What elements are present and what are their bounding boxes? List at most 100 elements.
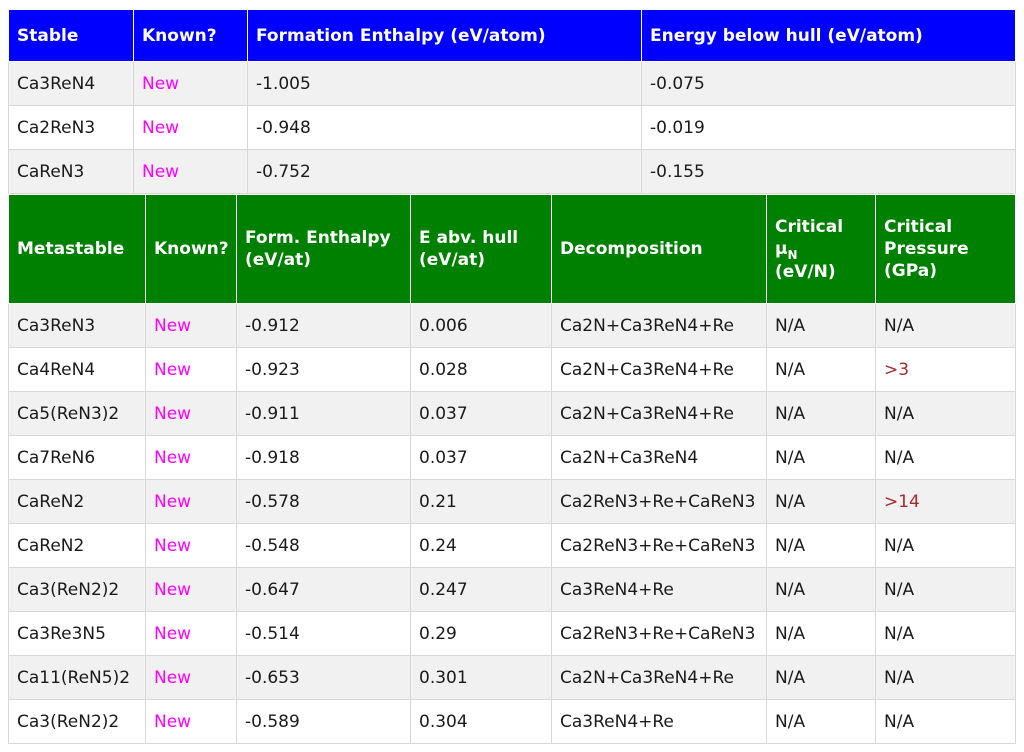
e-above-hull-cell: 0.247 xyxy=(410,567,552,612)
critical-mu-cell: N/A xyxy=(766,391,876,436)
metastable-table-body: Ca3ReN3 New -0.912 0.006 Ca2N+Ca3ReN4+Re N/A N… xyxy=(8,303,1016,744)
metastable-header-known: Known? xyxy=(145,194,237,304)
compound-cell: Ca3Re3N5 xyxy=(8,611,146,656)
table-row: Ca3Re3N5 New -0.514 0.29 Ca2ReN3+Re+CaReN3 N/… xyxy=(8,611,1016,656)
form-enthalpy-cell: -0.653 xyxy=(236,655,411,700)
form-enthalpy-cell: -0.514 xyxy=(236,611,411,656)
known-status-cell: New xyxy=(145,391,237,436)
e-above-hull-cell: 0.29 xyxy=(410,611,552,656)
decomposition-cell: Ca3ReN4+Re xyxy=(551,567,767,612)
stable-header-compound: Stable xyxy=(8,9,134,62)
known-status-cell: New xyxy=(145,523,237,568)
critical-pressure-cell: N/A xyxy=(875,655,1016,700)
form-enthalpy-cell: -0.912 xyxy=(236,303,411,348)
form-enthalpy-cell: -0.589 xyxy=(236,699,411,744)
stable-table-body: Ca3ReN4 New -1.005 -0.075 Ca2ReN3 New -0.948 -0… xyxy=(8,61,1016,194)
form-enthalpy-cell: -0.923 xyxy=(236,347,411,392)
critical-pressure-cell: >3 xyxy=(875,347,1016,392)
decomposition-cell: Ca2N+Ca3ReN4+Re xyxy=(551,303,767,348)
critical-mu-unit: (eV/N) xyxy=(775,261,836,282)
metastable-header-compound: Metastable xyxy=(8,194,146,304)
critical-pressure-label-2: Pressure xyxy=(884,239,969,259)
compound-cell: Ca3(ReN2)2 xyxy=(8,567,146,612)
e-above-hull-label: E abv. hull xyxy=(419,228,519,248)
known-status-cell: New xyxy=(145,435,237,480)
metastable-compounds-table: Metastable Known? Form. Enthalpy (eV/at)… xyxy=(8,194,1016,744)
e-above-hull-cell: 0.028 xyxy=(410,347,552,392)
metastable-header-row: Metastable Known? Form. Enthalpy (eV/at)… xyxy=(8,194,1016,304)
compound-cell: CaReN2 xyxy=(8,523,146,568)
stable-header-row: Stable Known? Formation Enthalpy (eV/ato… xyxy=(8,9,1016,62)
metastable-header-decomposition: Decomposition xyxy=(551,194,767,304)
critical-pressure-cell: >14 xyxy=(875,479,1016,524)
critical-mu-cell: N/A xyxy=(766,303,876,348)
table-row: Ca4ReN4 New -0.923 0.028 Ca2N+Ca3ReN4+Re N/A >… xyxy=(8,347,1016,392)
known-status-cell: New xyxy=(145,655,237,700)
critical-pressure-cell: N/A xyxy=(875,303,1016,348)
metastable-header-form-enthalpy: Form. Enthalpy (eV/at) xyxy=(236,194,411,304)
compound-cell: CaReN3 xyxy=(8,149,134,194)
known-status-cell: New xyxy=(145,479,237,524)
known-status-cell: New xyxy=(145,611,237,656)
metastable-header-critical-mu: Critical μN (eV/N) xyxy=(766,194,876,304)
critical-mu-label: Critical xyxy=(775,216,844,237)
decomposition-cell: Ca2ReN3+Re+CaReN3 xyxy=(551,479,767,524)
compound-cell: Ca11(ReN5)2 xyxy=(8,655,146,700)
decomposition-cell: Ca2N+Ca3ReN4+Re xyxy=(551,347,767,392)
energy-below-hull-cell: -0.075 xyxy=(641,61,1016,106)
compound-cell: Ca2ReN3 xyxy=(8,105,134,150)
form-enthalpy-cell: -0.911 xyxy=(236,391,411,436)
critical-mu-cell: N/A xyxy=(766,479,876,524)
decomposition-cell: Ca3ReN4+Re xyxy=(551,699,767,744)
table-row: Ca2ReN3 New -0.948 -0.019 xyxy=(8,105,1016,150)
known-status-cell: New xyxy=(133,61,248,106)
critical-mu-cell: N/A xyxy=(766,435,876,480)
critical-pressure-cell: N/A xyxy=(875,611,1016,656)
metastable-header-e-above-hull: E abv. hull (eV/at) xyxy=(410,194,552,304)
metastable-header-critical-pressure: Critical Pressure (GPa) xyxy=(875,194,1016,304)
compound-cell: Ca3ReN3 xyxy=(8,303,146,348)
table-row: CaReN2 New -0.578 0.21 Ca2ReN3+Re+CaReN3 N/A >… xyxy=(8,479,1016,524)
form-enthalpy-cell: -0.548 xyxy=(236,523,411,568)
mu-symbol: μ xyxy=(775,238,788,259)
e-above-hull-unit: (eV/at) xyxy=(419,250,486,270)
critical-pressure-unit: (GPa) xyxy=(884,261,937,281)
e-above-hull-cell: 0.24 xyxy=(410,523,552,568)
e-above-hull-cell: 0.304 xyxy=(410,699,552,744)
table-row: Ca7ReN6 New -0.918 0.037 Ca2N+Ca3ReN4 N/A N/A xyxy=(8,435,1016,480)
critical-mu-cell: N/A xyxy=(766,567,876,612)
compound-cell: Ca3(ReN2)2 xyxy=(8,699,146,744)
form-enthalpy-unit: (eV/at) xyxy=(245,250,312,270)
decomposition-cell: Ca2ReN3+Re+CaReN3 xyxy=(551,611,767,656)
table-row: Ca3ReN4 New -1.005 -0.075 xyxy=(8,61,1016,106)
stable-header-formation-enthalpy: Formation Enthalpy (eV/atom) xyxy=(247,9,642,62)
known-status-cell: New xyxy=(145,303,237,348)
form-enthalpy-cell: -0.918 xyxy=(236,435,411,480)
table-row: Ca5(ReN3)2 New -0.911 0.037 Ca2N+Ca3ReN4+Re N… xyxy=(8,391,1016,436)
table-row: Ca11(ReN5)2 New -0.653 0.301 Ca2N+Ca3ReN4+Re… xyxy=(8,655,1016,700)
known-status-cell: New xyxy=(133,149,248,194)
critical-pressure-cell: N/A xyxy=(875,391,1016,436)
decomposition-cell: Ca2ReN3+Re+CaReN3 xyxy=(551,523,767,568)
critical-mu-cell: N/A xyxy=(766,699,876,744)
energy-below-hull-cell: -0.019 xyxy=(641,105,1016,150)
critical-mu-cell: N/A xyxy=(766,523,876,568)
critical-pressure-label-1: Critical xyxy=(884,217,953,237)
table-row: CaReN2 New -0.548 0.24 Ca2ReN3+Re+CaReN3 N/A N… xyxy=(8,523,1016,568)
critical-pressure-cell: N/A xyxy=(875,435,1016,480)
formation-enthalpy-cell: -0.948 xyxy=(247,105,642,150)
formation-enthalpy-cell: -0.752 xyxy=(247,149,642,194)
critical-pressure-cell: N/A xyxy=(875,567,1016,612)
compound-cell: CaReN2 xyxy=(8,479,146,524)
decomposition-cell: Ca2N+Ca3ReN4+Re xyxy=(551,391,767,436)
stable-header-energy-below-hull: Energy below hull (eV/atom) xyxy=(641,9,1016,62)
critical-mu-cell: N/A xyxy=(766,611,876,656)
compound-cell: Ca7ReN6 xyxy=(8,435,146,480)
table-row: Ca3(ReN2)2 New -0.589 0.304 Ca3ReN4+Re N/A N/A xyxy=(8,699,1016,744)
e-above-hull-cell: 0.21 xyxy=(410,479,552,524)
critical-mu-cell: N/A xyxy=(766,347,876,392)
compound-cell: Ca4ReN4 xyxy=(8,347,146,392)
e-above-hull-cell: 0.037 xyxy=(410,391,552,436)
critical-pressure-cell: N/A xyxy=(875,523,1016,568)
decomposition-cell: Ca2N+Ca3ReN4+Re xyxy=(551,655,767,700)
